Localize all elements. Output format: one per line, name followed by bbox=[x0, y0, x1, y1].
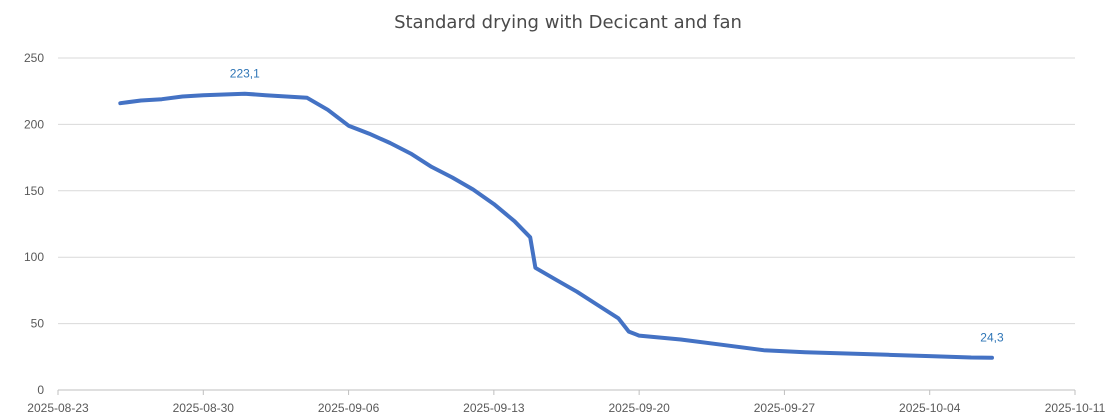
y-tick-label: 250 bbox=[24, 51, 44, 65]
y-axis-ticks: 0 50 100 150 200 250 bbox=[24, 51, 44, 397]
x-tick-label: 2025-10-11 bbox=[1045, 401, 1106, 415]
y-tick-label: 100 bbox=[24, 250, 44, 264]
series-line-0 bbox=[118, 91, 994, 360]
chart-title: Standard drying with Decicant and fan bbox=[394, 12, 742, 33]
data-label: 223,1 bbox=[230, 67, 260, 81]
series-layer bbox=[118, 91, 994, 360]
x-tick-label: 2025-10-04 bbox=[899, 401, 961, 415]
x-tick-label: 2025-09-20 bbox=[608, 401, 670, 415]
grid-lines bbox=[58, 57, 1075, 391]
y-tick-label: 50 bbox=[31, 317, 45, 331]
data-label: 24,3 bbox=[980, 331, 1004, 345]
x-tick-label: 2025-09-13 bbox=[463, 401, 525, 415]
y-tick-label: 150 bbox=[24, 184, 44, 198]
data-labels: 223,1 24,3 bbox=[230, 67, 1004, 345]
y-tick-label: 200 bbox=[24, 117, 44, 131]
x-axis-ticks: 2025-08-23 2025-08-30 2025-09-06 2025-09-13… bbox=[27, 390, 1106, 415]
y-tick-label: 0 bbox=[37, 383, 44, 397]
x-tick-label: 2025-08-30 bbox=[173, 401, 235, 415]
x-tick-label: 2025-08-23 bbox=[27, 401, 89, 415]
x-tick-label: 2025-09-27 bbox=[754, 401, 816, 415]
x-tick-label: 2025-09-06 bbox=[318, 401, 380, 415]
